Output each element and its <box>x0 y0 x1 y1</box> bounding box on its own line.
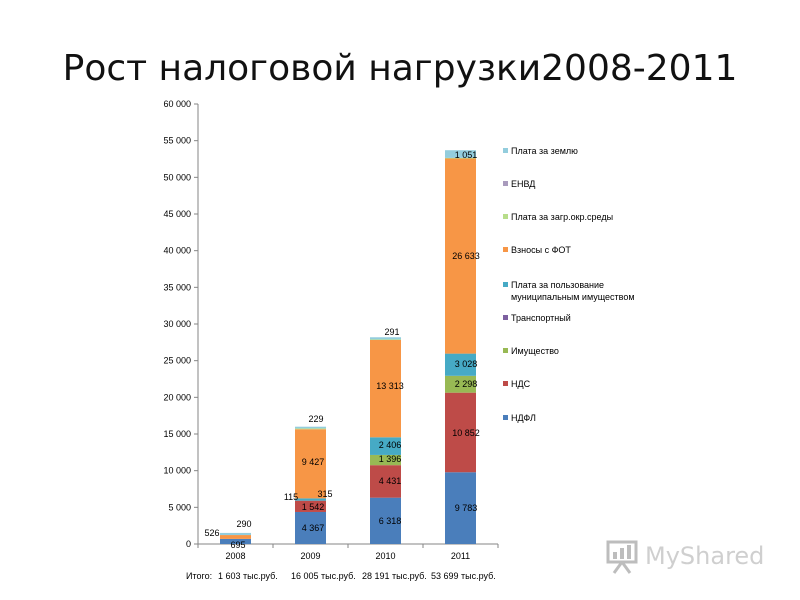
data-label: 9 783 <box>455 503 478 513</box>
x-tick-label: 2008 <box>225 551 245 561</box>
legend-swatch <box>503 415 508 420</box>
y-tick-label: 30 000 <box>163 319 191 329</box>
totals-label: Итого: <box>186 571 212 581</box>
legend-label: Плата за землю <box>511 146 578 156</box>
legend-label: Транспортный <box>511 313 571 323</box>
total-value: 28 191 тыс.руб. <box>362 571 427 581</box>
legend-label: Плата за загр.окр.среды <box>511 212 613 222</box>
data-label: 526 <box>204 528 219 538</box>
legend-label: Взносы с ФОТ <box>511 245 571 255</box>
data-label: 315 <box>317 489 332 499</box>
bar-segment <box>445 157 476 159</box>
legend-swatch <box>503 315 508 320</box>
data-label: 115 <box>284 492 298 502</box>
bar-segment <box>445 353 476 376</box>
data-label: 695 <box>230 540 245 550</box>
y-tick-label: 0 <box>186 539 191 549</box>
bar-segment <box>445 472 476 544</box>
bar-segment <box>445 158 476 354</box>
y-tick-label: 10 000 <box>163 466 191 476</box>
watermark-text: MyShared <box>645 542 765 570</box>
total-value: 53 699 тыс.руб. <box>431 571 496 581</box>
x-tick-label: 2009 <box>300 551 320 561</box>
legend-label: Плата за пользование муниципальным имущес… <box>511 280 635 302</box>
bar-segment <box>220 532 251 536</box>
legend-swatch <box>503 247 508 252</box>
bar-segment <box>370 437 401 455</box>
y-tick-label: 25 000 <box>163 356 191 366</box>
bar-segment <box>220 538 251 544</box>
bar-segment <box>445 375 476 393</box>
slide-title: Рост налоговой нагрузки2008-2011 <box>62 48 738 89</box>
bar-segment <box>445 392 476 473</box>
legend-label: ЕНВД <box>511 179 535 189</box>
y-tick-label: 55 000 <box>163 136 191 146</box>
data-label: 229 <box>308 414 323 424</box>
legend-swatch <box>503 282 508 287</box>
legend-label: Имущество <box>511 346 559 356</box>
bar-segment <box>370 339 401 438</box>
bar-segment <box>445 150 476 158</box>
bar-segment <box>370 497 401 544</box>
data-label: 1 542 <box>302 502 325 512</box>
legend-swatch <box>503 148 508 153</box>
y-tick-label: 35 000 <box>163 282 191 292</box>
bar-segment <box>295 426 326 429</box>
data-label: 1 396 <box>379 454 402 464</box>
data-label: 290 <box>236 519 251 529</box>
data-label: 4 367 <box>302 523 325 533</box>
bar-segment <box>220 535 251 539</box>
data-label: 9 427 <box>302 457 325 467</box>
bar-segment <box>295 511 326 544</box>
legend-swatch <box>503 181 508 186</box>
x-tick-label: 2010 <box>375 551 395 561</box>
bar-segment <box>295 428 326 430</box>
data-label: 10 852 <box>452 428 480 438</box>
legend-label: НДС <box>511 379 531 389</box>
data-label: 2 298 <box>455 379 478 389</box>
data-label: 3 028 <box>455 359 478 369</box>
y-tick-label: 20 000 <box>163 392 191 402</box>
data-label: 291 <box>384 327 399 337</box>
bar-segment <box>370 454 401 466</box>
total-value: 16 005 тыс.руб. <box>291 571 356 581</box>
bar-segment <box>370 339 401 340</box>
data-label: 2 406 <box>379 440 402 450</box>
bar-segment <box>370 337 401 340</box>
bar-segment <box>295 498 326 501</box>
data-label: 4 431 <box>379 476 402 486</box>
legend-swatch <box>503 381 508 386</box>
x-tick-label: 2011 <box>451 551 470 561</box>
data-label: 6 318 <box>379 516 402 526</box>
total-value: 1 603 тыс.руб. <box>218 571 278 581</box>
y-tick-label: 5 000 <box>168 502 191 512</box>
data-label: 26 633 <box>452 251 480 261</box>
legend-swatch <box>503 214 508 219</box>
y-tick-label: 45 000 <box>163 209 191 219</box>
y-tick-label: 60 000 <box>163 99 191 109</box>
bar-segment <box>295 500 326 512</box>
y-tick-label: 15 000 <box>163 429 191 439</box>
bar-segment <box>295 429 326 499</box>
y-tick-label: 40 000 <box>163 246 191 256</box>
data-label: 1 051 <box>455 150 478 160</box>
data-label: 13 313 <box>376 381 404 391</box>
legend-label: НДФЛ <box>511 413 536 423</box>
y-tick-label: 50 000 <box>163 172 191 182</box>
bar-segment <box>370 465 401 498</box>
legend-swatch <box>503 348 508 353</box>
watermark: MyShared <box>605 536 764 576</box>
presentation-board-icon <box>606 540 638 574</box>
